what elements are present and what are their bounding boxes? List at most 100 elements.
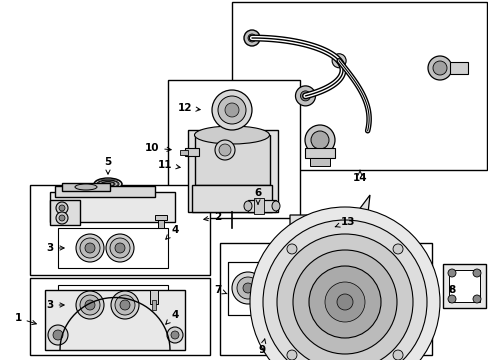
- Bar: [62, 183, 110, 191]
- Circle shape: [212, 90, 251, 130]
- Bar: [180, 150, 187, 155]
- Text: 10: 10: [144, 143, 171, 153]
- Circle shape: [48, 325, 68, 345]
- Text: 9: 9: [258, 339, 265, 355]
- Ellipse shape: [94, 178, 122, 190]
- Circle shape: [115, 295, 135, 315]
- Circle shape: [306, 224, 323, 240]
- Bar: [58, 285, 168, 326]
- Text: 13: 13: [335, 217, 354, 227]
- Circle shape: [243, 283, 252, 293]
- Bar: [55, 186, 155, 197]
- Bar: [152, 300, 156, 310]
- Bar: [448, 270, 479, 302]
- Circle shape: [215, 140, 235, 160]
- Bar: [227, 262, 307, 315]
- Bar: [231, 2, 486, 170]
- Ellipse shape: [97, 180, 119, 188]
- Bar: [227, 262, 307, 315]
- Circle shape: [325, 282, 364, 322]
- Circle shape: [59, 215, 65, 221]
- Circle shape: [392, 350, 402, 360]
- Bar: [58, 228, 168, 268]
- Circle shape: [219, 144, 230, 156]
- Circle shape: [224, 103, 239, 117]
- Circle shape: [115, 243, 125, 253]
- Circle shape: [286, 350, 296, 360]
- Circle shape: [249, 207, 439, 360]
- Bar: [442, 264, 485, 308]
- Circle shape: [292, 250, 396, 354]
- Text: 7: 7: [214, 285, 226, 295]
- Circle shape: [286, 244, 296, 254]
- Circle shape: [392, 244, 402, 254]
- Bar: [247, 200, 275, 212]
- Circle shape: [276, 234, 412, 360]
- Circle shape: [237, 277, 259, 299]
- Bar: [30, 185, 209, 275]
- Ellipse shape: [244, 201, 251, 211]
- Circle shape: [295, 86, 315, 106]
- Text: 3: 3: [46, 300, 64, 310]
- Circle shape: [76, 234, 104, 262]
- Circle shape: [167, 327, 183, 343]
- Bar: [45, 290, 184, 350]
- Text: 12: 12: [177, 103, 200, 113]
- Ellipse shape: [194, 126, 269, 144]
- Ellipse shape: [101, 181, 115, 186]
- Bar: [309, 158, 329, 166]
- Circle shape: [272, 283, 283, 293]
- Polygon shape: [289, 195, 369, 250]
- Bar: [195, 135, 269, 185]
- Circle shape: [106, 234, 134, 262]
- Circle shape: [432, 61, 446, 75]
- Circle shape: [53, 330, 63, 340]
- Circle shape: [111, 291, 139, 319]
- Bar: [168, 80, 299, 218]
- Circle shape: [80, 238, 100, 258]
- Text: 11: 11: [158, 160, 180, 170]
- Circle shape: [59, 205, 65, 211]
- Circle shape: [231, 272, 264, 304]
- Bar: [187, 130, 278, 212]
- Bar: [192, 185, 271, 212]
- Bar: [155, 215, 167, 220]
- Text: 6: 6: [254, 188, 261, 204]
- Circle shape: [262, 272, 293, 304]
- Bar: [50, 200, 80, 225]
- Circle shape: [305, 125, 334, 155]
- Circle shape: [331, 54, 346, 68]
- Circle shape: [427, 56, 451, 80]
- Circle shape: [472, 269, 480, 277]
- Ellipse shape: [75, 184, 97, 190]
- Text: 1: 1: [14, 313, 36, 325]
- Text: 5: 5: [104, 157, 111, 174]
- Bar: [50, 192, 175, 222]
- Bar: [305, 148, 334, 158]
- Circle shape: [85, 300, 95, 310]
- Circle shape: [80, 295, 100, 315]
- Circle shape: [56, 202, 68, 214]
- Ellipse shape: [271, 201, 280, 211]
- Circle shape: [343, 214, 355, 226]
- Text: 14: 14: [352, 170, 366, 183]
- Bar: [184, 148, 199, 156]
- Text: 8: 8: [447, 285, 455, 295]
- Bar: [253, 198, 264, 214]
- Text: 2: 2: [203, 212, 221, 222]
- Circle shape: [218, 96, 245, 124]
- Circle shape: [447, 269, 455, 277]
- Circle shape: [300, 91, 310, 101]
- Circle shape: [247, 34, 256, 42]
- Bar: [158, 220, 163, 228]
- Circle shape: [120, 300, 130, 310]
- Text: 3: 3: [46, 243, 64, 253]
- Circle shape: [171, 331, 179, 339]
- Text: 4: 4: [165, 310, 178, 324]
- Circle shape: [336, 294, 352, 310]
- Circle shape: [110, 238, 130, 258]
- Circle shape: [472, 295, 480, 303]
- Circle shape: [447, 295, 455, 303]
- Bar: [220, 243, 431, 355]
- Circle shape: [308, 266, 380, 338]
